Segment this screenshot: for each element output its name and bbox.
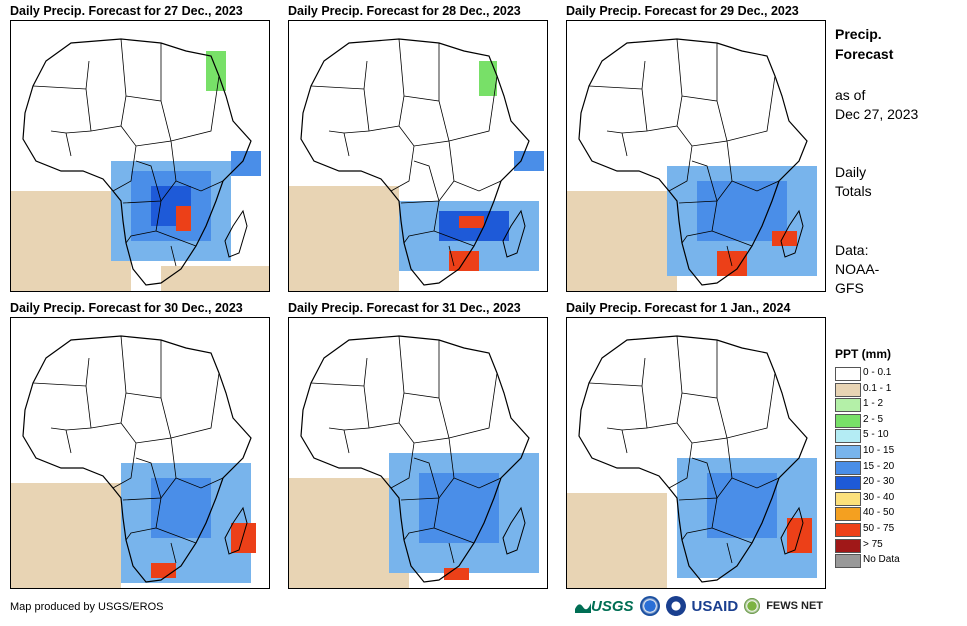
legend-label: 1 - 2 [863,398,884,410]
forecast-map [288,317,548,589]
panel-title: Daily Precip. Forecast for 1 Jan., 2024 [566,301,791,315]
legend-label: 0 - 0.1 [863,367,892,378]
legend-swatch [835,522,861,537]
legend-label: 0.1 - 1 [863,382,892,394]
panel-title: Daily Precip. Forecast for 30 Dec., 2023 [10,301,243,315]
legend-swatch [835,382,861,397]
forecast-map [10,317,270,589]
legend-swatch [835,554,861,569]
legend-label: 20 - 30 [863,476,895,488]
forecast-map [566,317,826,589]
legend-label: 50 - 75 [863,522,895,534]
legend-swatch [835,444,861,459]
usaid-logo: USAID [691,597,739,615]
legend-label: 40 - 50 [863,507,895,519]
usgs-wave-icon [575,603,591,613]
panel-title: Daily Precip. Forecast for 28 Dec., 2023 [288,4,521,18]
usgs-logo: USGS [575,598,634,615]
fews-net-logo: FEWS NET [766,600,824,612]
legend-swatch [835,476,861,491]
panel-title: Daily Precip. Forecast for 27 Dec., 2023 [10,4,243,18]
legend-swatch [835,398,861,413]
legend-title: PPT (mm) [835,347,892,361]
map-credit: Map produced by USGS/EROS [10,601,164,613]
legend-swatch [835,538,861,553]
forecast-map [566,20,826,292]
data-source: Data: NOAA- GFS [835,242,880,296]
legend-label: > 75 [863,538,883,550]
noaa-seal-icon [639,596,660,616]
legend-swatch [835,367,861,381]
panel-title: Daily Precip. Forecast for 29 Dec., 2023 [566,4,799,18]
sidebar-title: Precip. Forecast [835,26,894,62]
forecast-map [10,20,270,292]
usaid-seal-icon [665,596,686,616]
fews-globe-icon [744,598,761,614]
legend-label: 5 - 10 [863,429,889,441]
legend-swatch [835,429,861,444]
legend-swatch [835,413,861,428]
legend-label: 10 - 15 [863,444,895,456]
legend-label: No Data [863,554,900,566]
agency-logos: USGS USAID FEWS NET [575,594,823,618]
legend-label: 15 - 20 [863,460,895,472]
legend-swatch [835,491,861,506]
legend-swatch [835,460,861,475]
as-of-date: as of Dec 27, 2023 [835,87,919,122]
legend-label: 2 - 5 [863,413,884,425]
daily-totals-label: Daily Totals [835,164,872,199]
legend-swatch [835,507,861,522]
panel-title: Daily Precip. Forecast for 31 Dec., 2023 [288,301,521,315]
legend-label: 30 - 40 [863,491,895,503]
forecast-map [288,20,548,292]
